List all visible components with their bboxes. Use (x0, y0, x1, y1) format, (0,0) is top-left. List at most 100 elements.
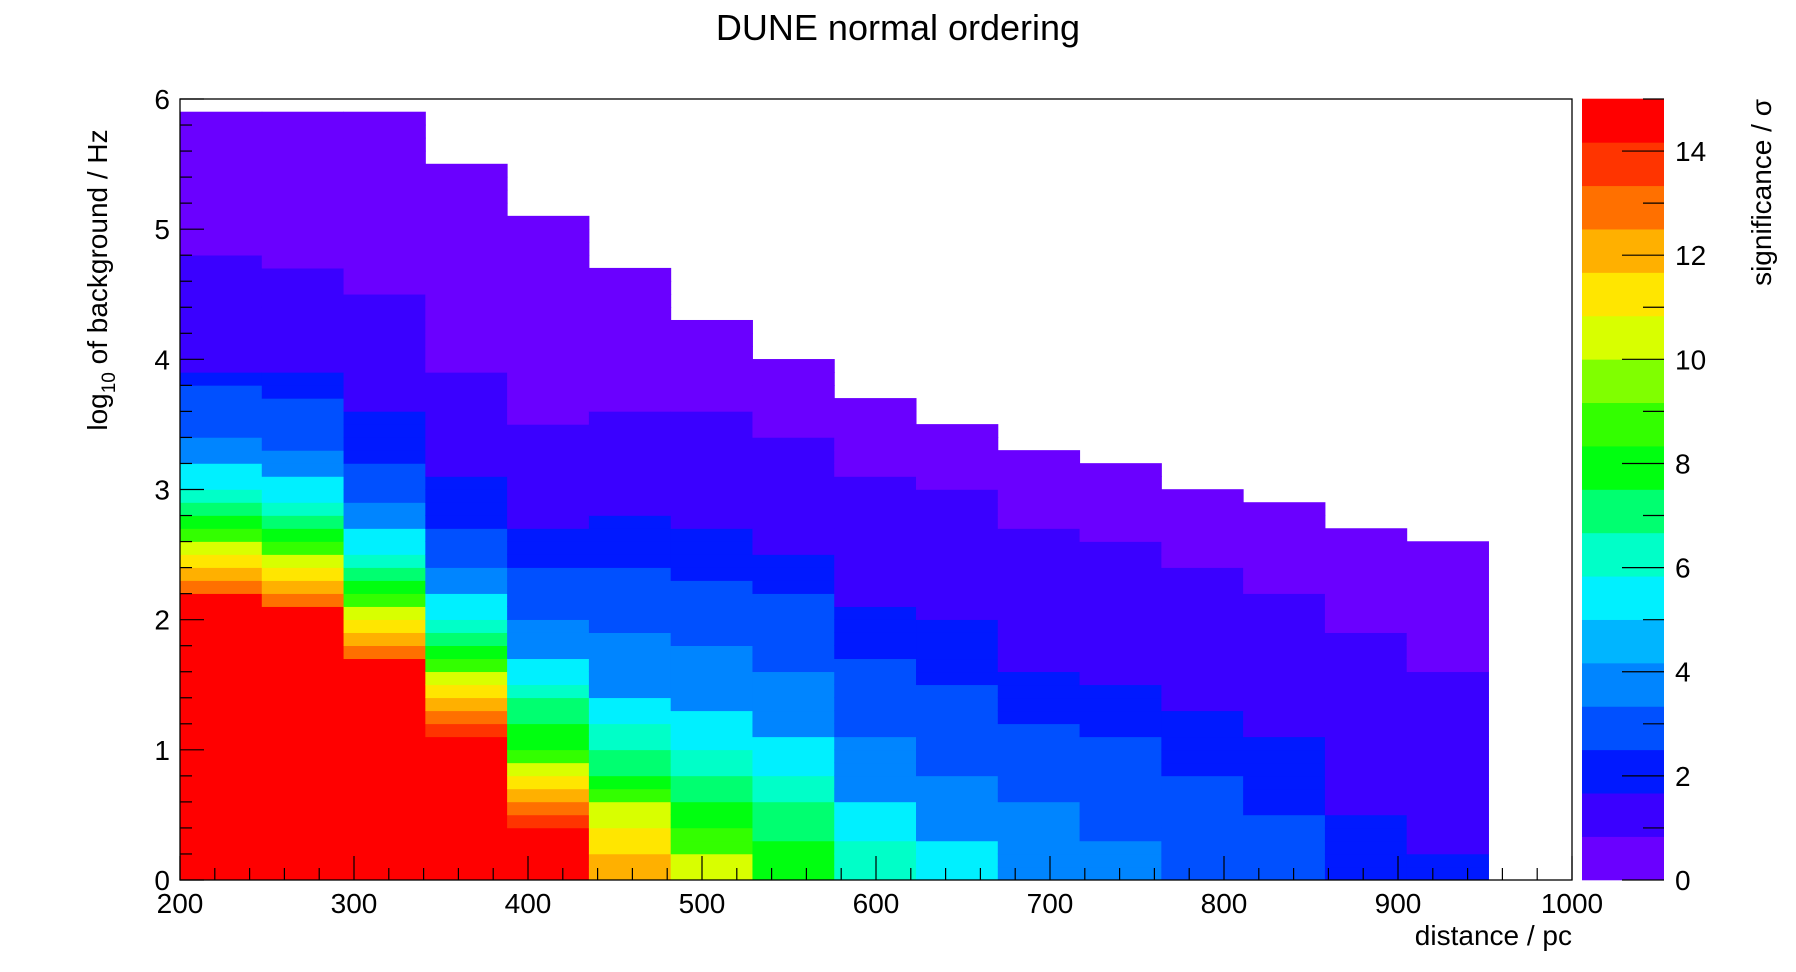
heatmap-cell (916, 528, 999, 542)
heatmap-cell (1324, 632, 1408, 646)
heatmap-cell (180, 541, 263, 555)
y-tick-label: 0 (154, 865, 170, 896)
heatmap-cell (1324, 762, 1408, 777)
heatmap-cell (425, 398, 508, 412)
heatmap-cell (1406, 801, 1489, 816)
heatmap-cell (261, 736, 345, 751)
heatmap-cell (1406, 593, 1489, 607)
heatmap-cell (752, 606, 835, 620)
heatmap-cell (507, 476, 590, 490)
heatmap-cell (180, 567, 263, 581)
heatmap-cell (507, 280, 590, 295)
colorbar-swatch (1582, 445, 1664, 490)
heatmap-cell (916, 424, 999, 438)
heatmap-cell (343, 202, 426, 217)
heatmap-cell (343, 189, 426, 204)
heatmap-cell (588, 619, 672, 633)
heatmap-cell (752, 775, 835, 790)
heatmap-cell (425, 684, 508, 699)
heatmap-cell (588, 840, 672, 855)
heatmap-cell (1324, 827, 1408, 842)
heatmap-cell (1079, 723, 1162, 738)
heatmap-cell (1324, 801, 1408, 816)
heatmap-cell (752, 450, 835, 464)
heatmap-cell (1243, 749, 1326, 764)
heatmap-cell (261, 749, 345, 764)
heatmap-cell (261, 385, 345, 399)
heatmap-cell (670, 710, 753, 725)
heatmap-cell (834, 671, 917, 686)
heatmap-cell (670, 736, 753, 751)
heatmap-cell (1079, 840, 1162, 855)
heatmap-cell (261, 684, 345, 699)
heatmap-cell (834, 788, 917, 803)
heatmap-cell (425, 228, 508, 243)
heatmap-cell (507, 593, 590, 607)
heatmap-cell (670, 502, 753, 516)
heatmap-cell (261, 671, 345, 686)
heatmap-cell (507, 749, 590, 764)
heatmap-cell (752, 684, 835, 699)
heatmap-cell (261, 658, 345, 673)
heatmap-cell (180, 398, 263, 412)
heatmap-cell (834, 619, 917, 633)
heatmap-cell (1243, 632, 1326, 646)
heatmap-cell (1324, 840, 1408, 855)
heatmap-cell (1161, 541, 1244, 555)
heatmap-cell (1406, 775, 1489, 790)
colorbar-swatch (1582, 575, 1664, 620)
heatmap-cell (425, 241, 508, 256)
heatmap-cell (507, 684, 590, 699)
heatmap-cell (507, 424, 590, 438)
x-tick-label: 700 (1027, 888, 1074, 919)
heatmap-cell (1406, 814, 1489, 829)
heatmap-cell (916, 593, 999, 607)
heatmap-cell (588, 775, 672, 790)
heatmap-cell (507, 359, 590, 373)
heatmap-cell (588, 528, 672, 542)
heatmap-cell (1406, 567, 1489, 581)
heatmap-cell (588, 489, 672, 503)
heatmap-cell (180, 710, 263, 725)
heatmap-cell (425, 280, 508, 295)
z-tick-label: 0 (1675, 865, 1691, 896)
heatmap-cell (180, 189, 263, 204)
heatmap-cell (588, 853, 672, 868)
heatmap-cell (997, 775, 1081, 790)
heatmap-cell (588, 684, 672, 699)
colorbar-swatch (1582, 836, 1664, 881)
heatmap-cell (343, 489, 426, 503)
heatmap-cell (1243, 801, 1326, 816)
heatmap-cell (343, 632, 426, 646)
heatmap-cell (752, 671, 835, 686)
heatmap-cell (261, 124, 345, 139)
heatmap-cell (425, 671, 508, 686)
heatmap-cell (507, 398, 590, 412)
heatmap-cell (507, 515, 590, 529)
heatmap-cell (261, 775, 345, 790)
heatmap-cell (752, 853, 835, 868)
heatmap-cell (588, 567, 672, 581)
heatmap-cell (588, 710, 672, 725)
heatmap-cell (425, 476, 508, 490)
heatmap-cell (1161, 710, 1244, 725)
heatmap-cell (670, 593, 753, 607)
y-tick-label: 2 (154, 605, 170, 636)
heatmap-cell (752, 424, 835, 438)
heatmap-cell (834, 866, 917, 881)
heatmap-cell (343, 150, 426, 165)
heatmap-cell (834, 411, 917, 425)
heatmap-cell (1079, 684, 1162, 699)
heatmap-cell (1324, 645, 1408, 660)
heatmap-cell (834, 814, 917, 829)
heatmap-cell (1079, 515, 1162, 529)
heatmap-cell (180, 684, 263, 699)
heatmap-cell (916, 463, 999, 477)
heatmap-cell (1243, 723, 1326, 738)
heatmap-cell (180, 346, 263, 360)
heatmap-cell (425, 189, 508, 204)
heatmap-cell (997, 710, 1081, 725)
heatmap-cell (1406, 671, 1489, 686)
heatmap-cell (670, 476, 753, 490)
heatmap-cell (425, 463, 508, 477)
